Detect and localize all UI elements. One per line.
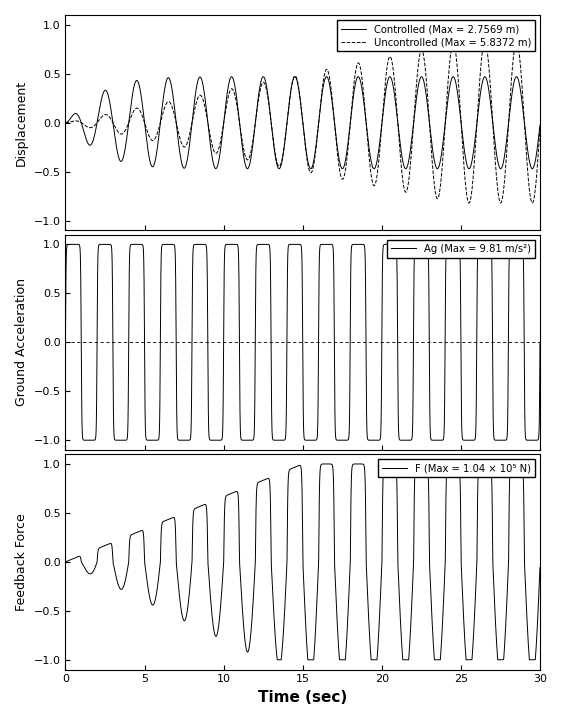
Controlled (Max = 2.7569 m) (450, 73, 456, 81)
Controlled (Max = 2.7569 m) (385, 75, 392, 84)
Line: Uncontrolled (Max = 5.8372 m): Uncontrolled (Max = 5.8372 m) (65, 42, 540, 203)
Controlled (Max = 2.7569 m) (529, 164, 536, 173)
Controlled (Max = 2.7569 m) (353, 73, 360, 82)
Controlled (Max = 2.7569 m) (397, 140, 404, 149)
Uncontrolled (Max = 5.8372 m) (529, 199, 536, 207)
Legend: F (Max = 1.04 × 10⁵ N): F (Max = 1.04 × 10⁵ N) (378, 459, 535, 477)
Y-axis label: Feedback Force: Feedback Force (15, 513, 28, 611)
Uncontrolled (Max = 5.8372 m) (482, 38, 488, 47)
Uncontrolled (Max = 5.8372 m) (353, 60, 360, 69)
Uncontrolled (Max = 5.8372 m) (62, 118, 69, 127)
Y-axis label: Displacement: Displacement (15, 80, 28, 166)
Controlled (Max = 2.7569 m) (211, 161, 217, 170)
Uncontrolled (Max = 5.8372 m) (242, 153, 249, 161)
X-axis label: Time (sec): Time (sec) (258, 690, 347, 705)
Controlled (Max = 2.7569 m) (242, 161, 249, 170)
Line: Controlled (Max = 2.7569 m): Controlled (Max = 2.7569 m) (65, 77, 540, 168)
Uncontrolled (Max = 5.8372 m) (397, 150, 404, 159)
Legend: Controlled (Max = 2.7569 m), Uncontrolled (Max = 5.8372 m): Controlled (Max = 2.7569 m), Uncontrolle… (337, 20, 535, 51)
Uncontrolled (Max = 5.8372 m) (211, 147, 217, 156)
Y-axis label: Ground Acceleration: Ground Acceleration (15, 279, 28, 406)
Uncontrolled (Max = 5.8372 m) (385, 56, 392, 65)
Controlled (Max = 2.7569 m) (487, 100, 494, 109)
Legend: Ag (Max = 9.81 m/s²): Ag (Max = 9.81 m/s²) (387, 240, 535, 258)
Controlled (Max = 2.7569 m) (62, 118, 69, 127)
Uncontrolled (Max = 5.8372 m) (537, 122, 543, 131)
Controlled (Max = 2.7569 m) (537, 120, 543, 129)
Uncontrolled (Max = 5.8372 m) (487, 87, 494, 96)
